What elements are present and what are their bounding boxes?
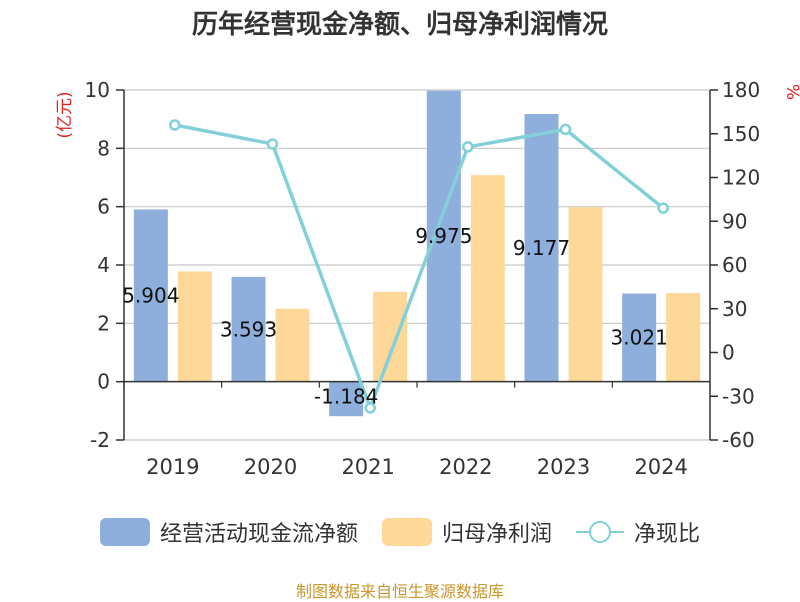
chart-title: 历年经营现金净额、归母净利润情况 [191, 10, 608, 40]
line-ratio [174, 123, 665, 413]
x-tick-label: 2022 [439, 455, 492, 479]
legend-item-ratio[interactable]: 净现比 [576, 516, 700, 548]
y-tick-label-right: 150 [722, 122, 760, 146]
y-tick-label-right: 60 [722, 253, 747, 277]
x-tick-label: 2020 [244, 455, 297, 479]
y-tick-label-left: 0 [97, 370, 110, 394]
bar-cashflow [426, 90, 461, 382]
bar-net-profit [275, 308, 310, 382]
legend-label-cashflow: 经营活动现金流净额 [159, 522, 358, 547]
y-tick-label-left: 10 [85, 78, 110, 102]
source-note: 制图数据来自恒生聚源数据库 [295, 582, 504, 601]
line-point-ratio [657, 202, 669, 214]
y-tick-label-left: 2 [97, 311, 110, 335]
legend-item-cashflow[interactable]: 经营活动现金流净额 [99, 516, 358, 548]
bar-net-profit [470, 175, 505, 382]
bar-net-profit [373, 291, 408, 382]
y-axis-title-left: (亿元) [55, 91, 75, 138]
bar-cashflow [329, 381, 364, 417]
data-label-cashflow: 5.904 [122, 284, 179, 308]
chart-legend: 经营活动现金流净额 归母净利润 净现比 [0, 516, 800, 548]
x-tick-label: 2021 [341, 455, 394, 479]
y-tick-label-right: 90 [722, 209, 747, 233]
y-tick-label-right: -60 [722, 428, 755, 452]
bar-cashflow [133, 209, 168, 382]
legend-label-ratio: 净现比 [634, 522, 701, 547]
data-label-cashflow: 9.975 [415, 224, 472, 248]
y-tick-label-right: -30 [722, 384, 755, 408]
data-label-cashflow: 9.177 [513, 236, 570, 260]
x-tick-label: 2019 [146, 455, 199, 479]
bar-cashflow [231, 276, 266, 382]
bar-cashflow [524, 114, 559, 382]
y-tick-label-right: 0 [722, 341, 735, 365]
y-tick-label-left: 4 [97, 253, 110, 277]
y-tick-label-right: 120 [722, 166, 760, 190]
bar-net-profit [568, 207, 603, 382]
data-label-cashflow: -1.184 [314, 385, 378, 409]
bar-net-profit [177, 271, 212, 382]
bar-net-profit [666, 293, 701, 382]
bar-cashflow [622, 293, 657, 382]
y-tick-label-left: 6 [97, 195, 110, 219]
legend-swatch-cashflow [99, 518, 150, 546]
y-tick-label-left: -2 [90, 428, 110, 452]
legend-swatch-net-profit [381, 518, 432, 546]
line-point-ratio [559, 123, 572, 136]
data-label-cashflow: 3.021 [611, 326, 668, 350]
line-point-ratio [364, 402, 376, 414]
y-tick-label-right: 180 [722, 78, 760, 102]
x-tick-label: 2024 [634, 455, 687, 479]
line-point-ratio [462, 141, 474, 153]
y-tick-label-right: 30 [722, 297, 747, 321]
line-point-ratio [266, 138, 279, 150]
legend-label-net-profit: 归母净利润 [441, 522, 552, 547]
y-axis-title-right: % [782, 84, 800, 100]
line-point-ratio [169, 119, 181, 131]
data-label-cashflow: 3.593 [220, 317, 277, 341]
legend-item-net-profit[interactable]: 归母净利润 [381, 516, 552, 548]
legend-swatch-ratio [576, 518, 624, 546]
y-tick-label-left: 8 [97, 136, 110, 160]
x-tick-label: 2023 [537, 455, 590, 479]
